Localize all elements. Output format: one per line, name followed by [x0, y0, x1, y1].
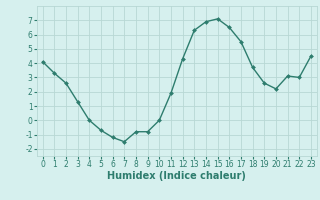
- X-axis label: Humidex (Indice chaleur): Humidex (Indice chaleur): [108, 171, 246, 181]
